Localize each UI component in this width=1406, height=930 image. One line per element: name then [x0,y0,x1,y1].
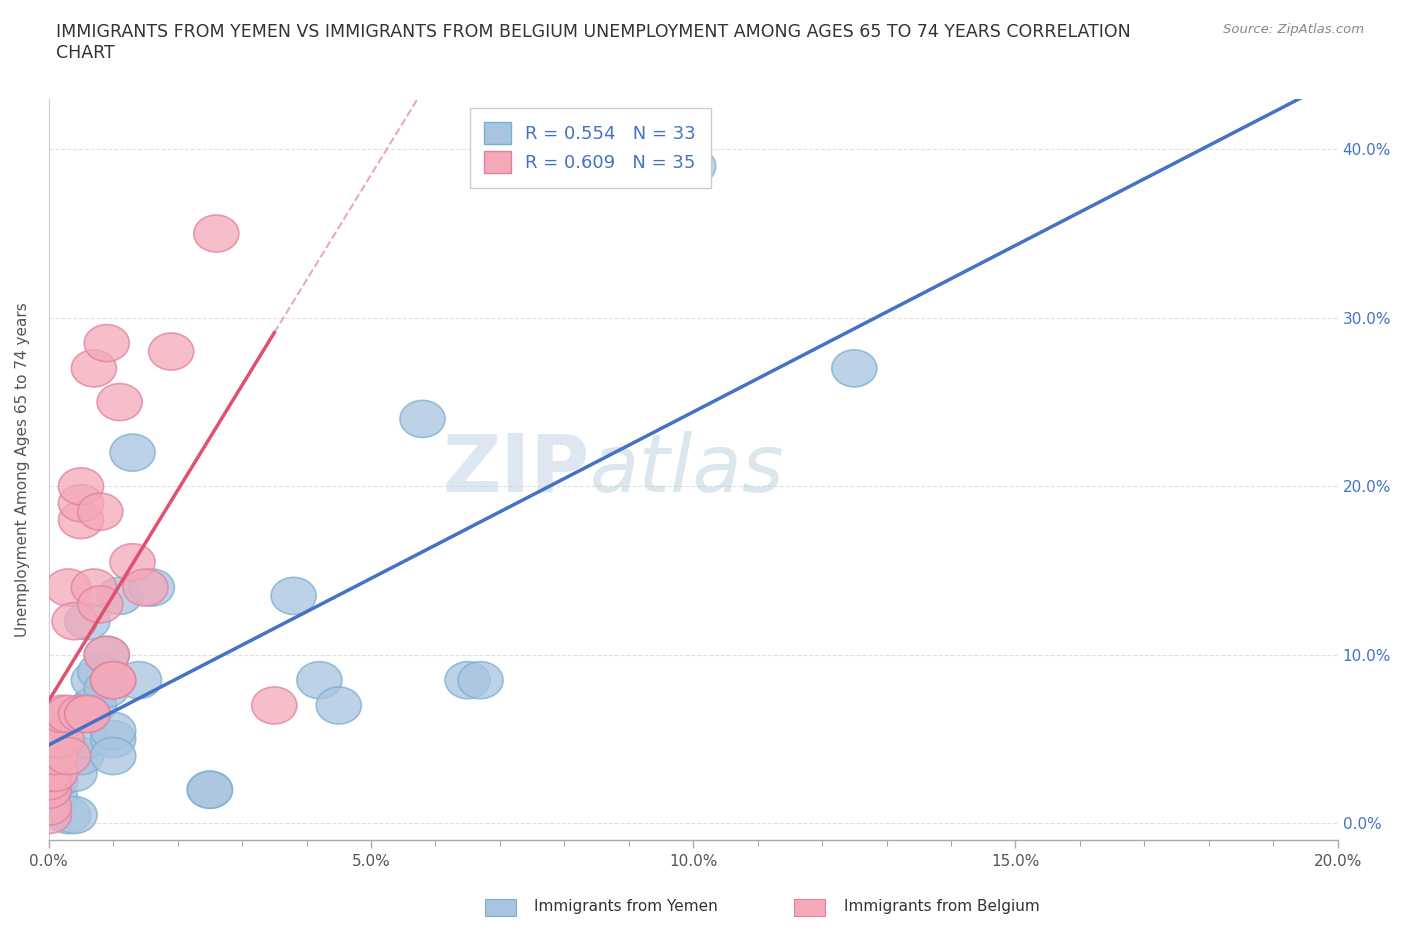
Ellipse shape [72,569,117,606]
Ellipse shape [84,671,129,707]
Ellipse shape [97,578,142,615]
Ellipse shape [90,721,136,758]
Ellipse shape [117,661,162,698]
Ellipse shape [671,148,716,185]
Ellipse shape [72,687,117,724]
Ellipse shape [316,687,361,724]
Ellipse shape [65,696,110,733]
Ellipse shape [27,763,72,800]
Ellipse shape [27,754,72,791]
Ellipse shape [52,754,97,791]
Ellipse shape [271,578,316,615]
Ellipse shape [77,493,122,530]
Ellipse shape [110,544,155,580]
Ellipse shape [27,704,72,741]
Ellipse shape [45,569,90,606]
Ellipse shape [187,771,232,808]
Ellipse shape [39,704,84,741]
Ellipse shape [65,696,110,733]
Ellipse shape [32,779,77,817]
Ellipse shape [122,569,167,606]
Ellipse shape [59,696,104,733]
Ellipse shape [187,771,232,808]
Text: Immigrants from Belgium: Immigrants from Belgium [844,899,1039,914]
Ellipse shape [59,485,104,522]
Ellipse shape [97,383,142,420]
Ellipse shape [84,636,129,673]
Ellipse shape [399,401,446,437]
Ellipse shape [77,653,122,690]
Ellipse shape [252,687,297,724]
Ellipse shape [32,737,77,775]
Text: Immigrants from Yemen: Immigrants from Yemen [534,899,718,914]
Text: Source: ZipAtlas.com: Source: ZipAtlas.com [1223,23,1364,36]
Ellipse shape [32,763,77,800]
Ellipse shape [72,350,117,387]
Text: atlas: atlas [591,431,785,509]
Ellipse shape [297,661,342,698]
Ellipse shape [52,603,97,640]
Ellipse shape [65,721,110,758]
Text: ZIP: ZIP [443,431,591,509]
Ellipse shape [39,696,84,733]
Ellipse shape [45,696,90,733]
Ellipse shape [90,712,136,750]
Ellipse shape [32,754,77,791]
Ellipse shape [59,501,104,538]
Legend: R = 0.554   N = 33, R = 0.609   N = 35: R = 0.554 N = 33, R = 0.609 N = 35 [470,108,710,188]
Ellipse shape [27,796,72,833]
Ellipse shape [72,661,117,698]
Ellipse shape [90,661,136,698]
Ellipse shape [59,696,104,733]
Ellipse shape [84,325,129,362]
Ellipse shape [72,687,117,724]
Ellipse shape [27,771,72,808]
Ellipse shape [90,737,136,775]
Ellipse shape [446,661,491,698]
Ellipse shape [149,333,194,370]
Ellipse shape [39,721,84,758]
Ellipse shape [458,661,503,698]
Ellipse shape [45,796,90,833]
Text: IMMIGRANTS FROM YEMEN VS IMMIGRANTS FROM BELGIUM UNEMPLOYMENT AMONG AGES 65 TO 7: IMMIGRANTS FROM YEMEN VS IMMIGRANTS FROM… [56,23,1130,62]
Ellipse shape [59,468,104,505]
Ellipse shape [65,603,110,640]
Ellipse shape [129,569,174,606]
Ellipse shape [77,586,122,623]
Ellipse shape [84,636,129,673]
Ellipse shape [59,737,104,775]
Ellipse shape [90,661,136,698]
Ellipse shape [27,788,72,825]
Ellipse shape [32,721,77,758]
Ellipse shape [45,737,90,775]
Y-axis label: Unemployment Among Ages 65 to 74 years: Unemployment Among Ages 65 to 74 years [15,302,30,637]
Ellipse shape [194,215,239,252]
Ellipse shape [832,350,877,387]
Ellipse shape [52,796,97,833]
Ellipse shape [110,434,155,472]
